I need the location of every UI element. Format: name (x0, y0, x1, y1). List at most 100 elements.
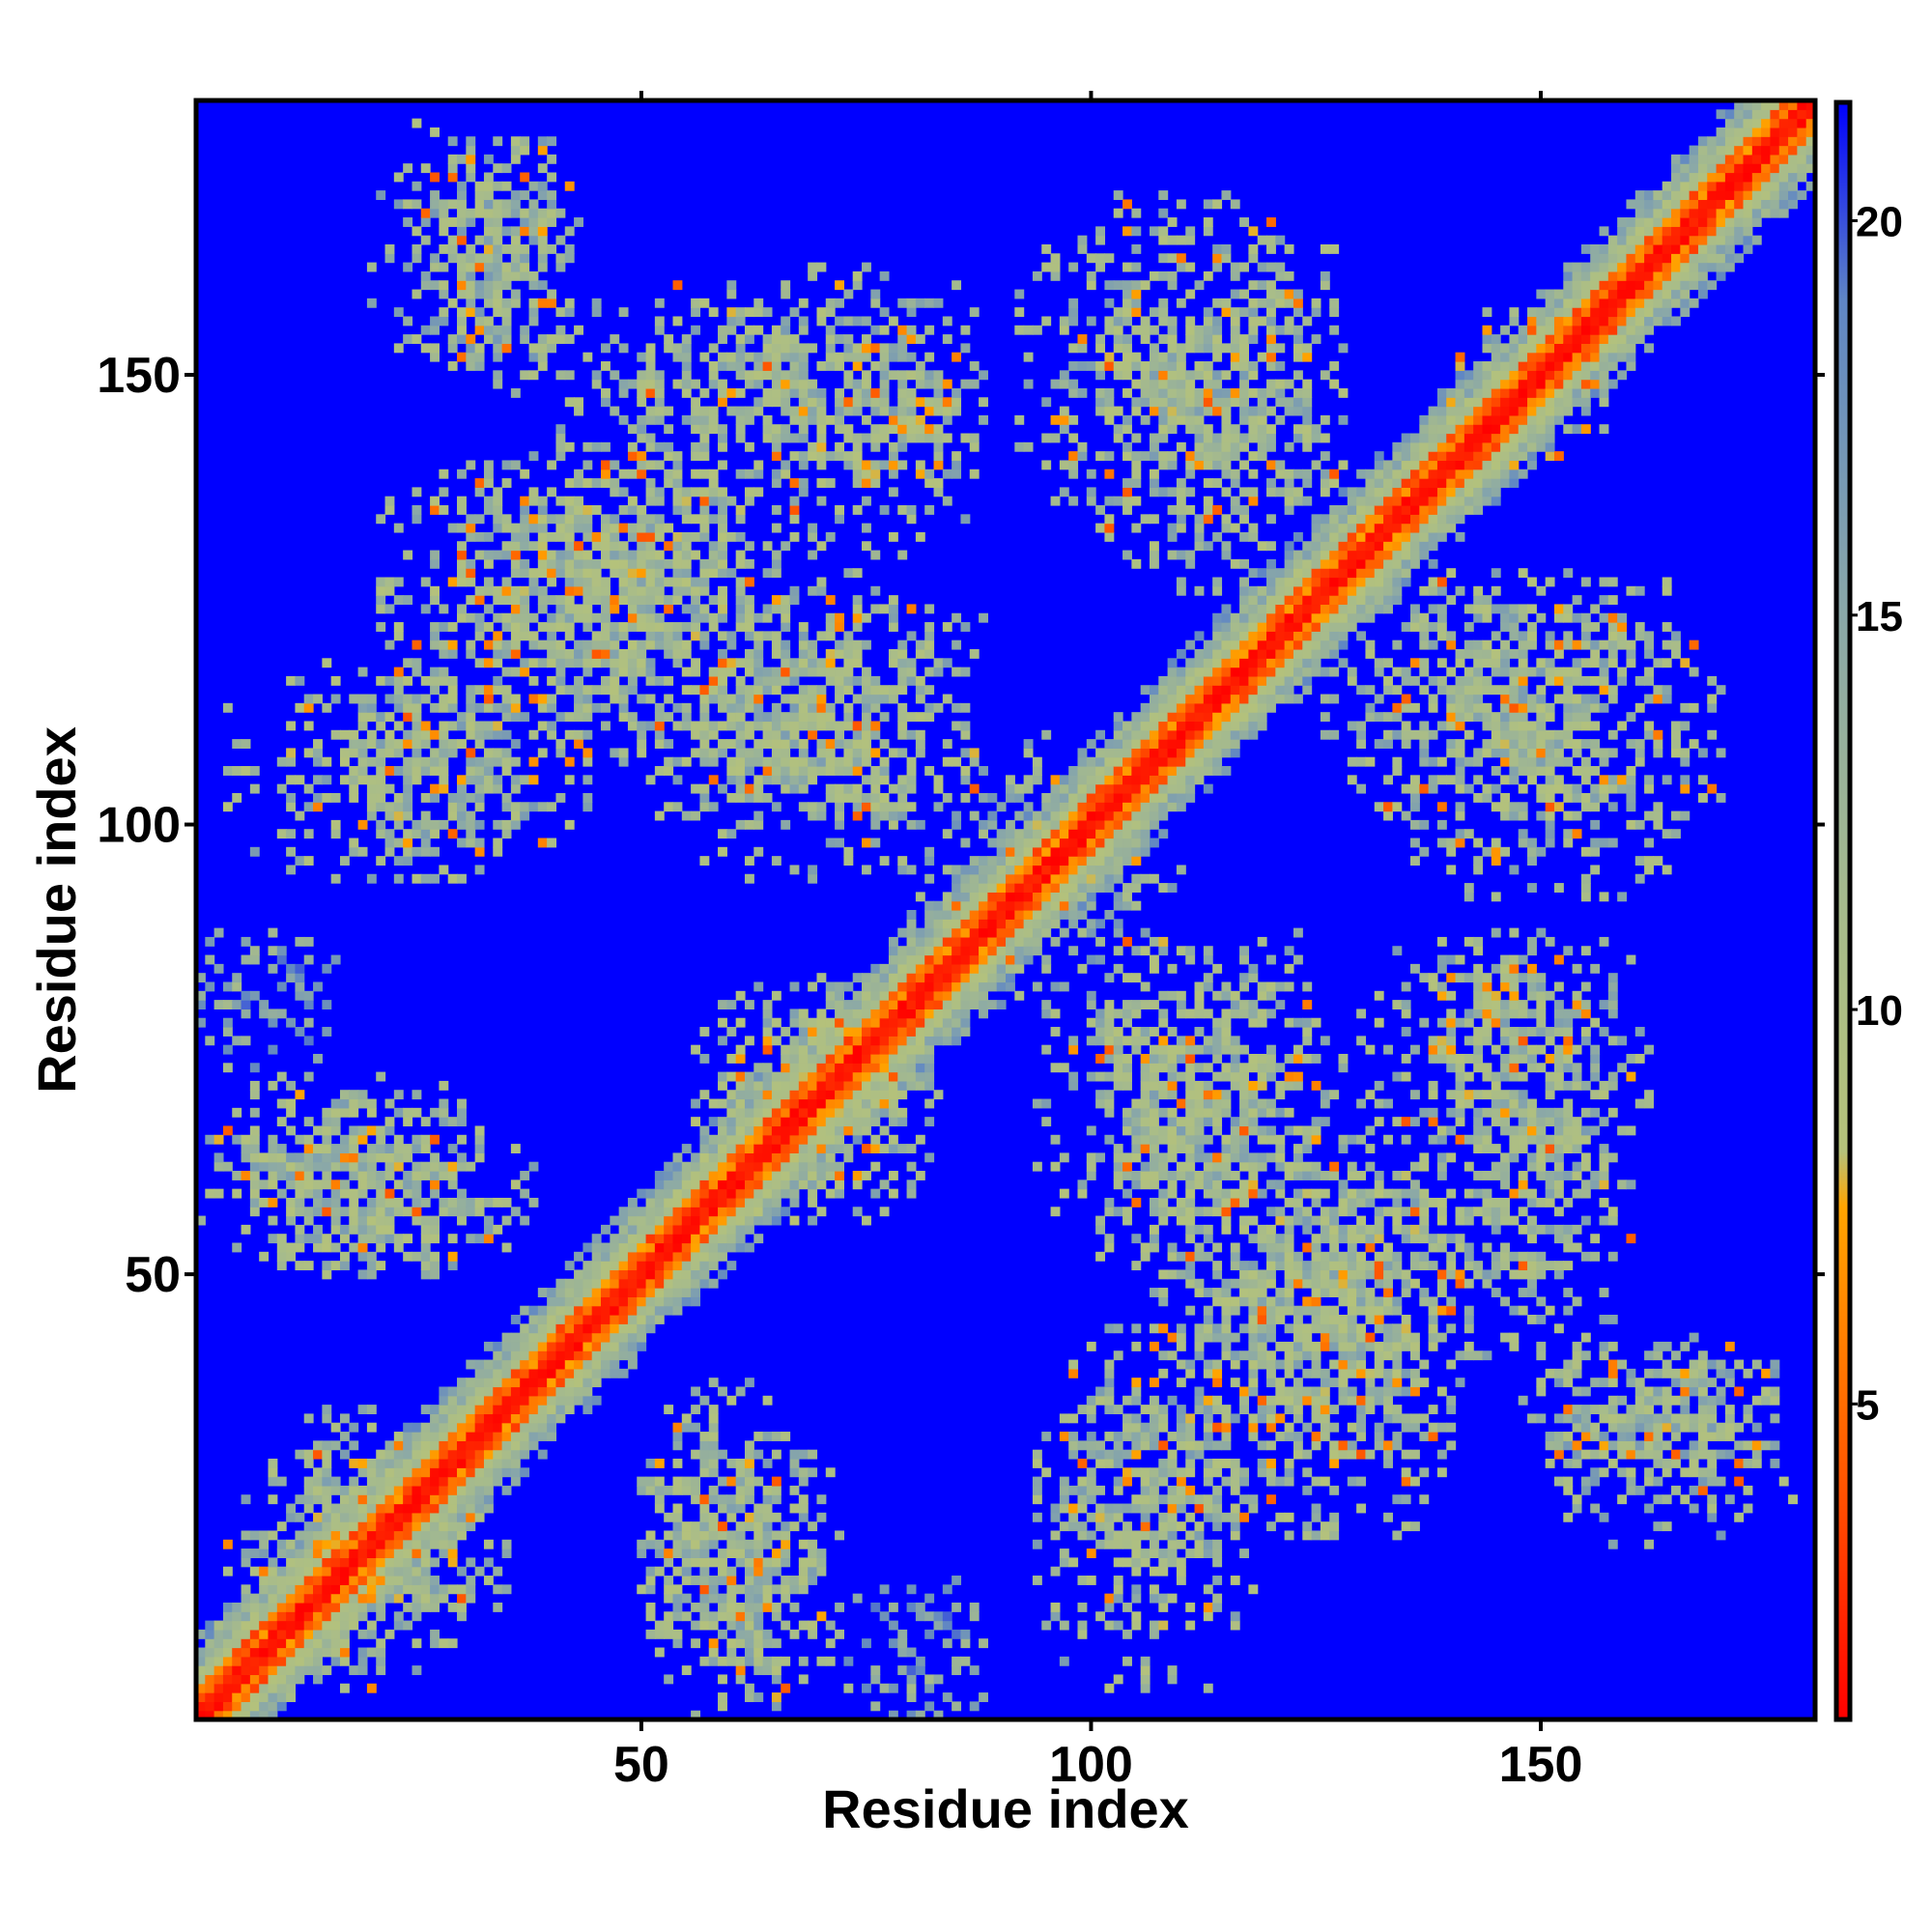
heatmap-cell (942, 469, 952, 479)
heatmap-cell (888, 685, 898, 696)
heatmap-cell (537, 361, 548, 371)
heatmap-cell (654, 568, 665, 579)
heatmap-cell (1023, 900, 1034, 911)
heatmap-cell (555, 1296, 566, 1307)
heatmap-cell (268, 1467, 278, 1478)
heatmap-cell (286, 792, 297, 803)
heatmap-cell (664, 577, 674, 587)
heatmap-cell (1050, 775, 1061, 785)
heatmap-cell (466, 595, 476, 606)
heatmap-cell (753, 1063, 764, 1073)
heatmap-cell (249, 1179, 260, 1190)
heatmap-cell (457, 1611, 467, 1622)
heatmap-cell (276, 1521, 287, 1532)
heatmap-cell (781, 387, 791, 398)
heatmap-cell (339, 1161, 350, 1172)
heatmap-cell (366, 262, 377, 272)
heatmap-cell (672, 1188, 683, 1199)
heatmap-cell (843, 981, 854, 992)
heatmap-cell (420, 1224, 431, 1235)
heatmap-cell (843, 334, 854, 344)
heatmap-cell (357, 712, 368, 723)
heatmap-cell (771, 595, 781, 606)
heatmap-cell (933, 1710, 944, 1720)
heatmap-cell (987, 963, 998, 974)
heatmap-cell (781, 424, 791, 435)
heatmap-cell (681, 667, 692, 677)
heatmap-cell (474, 792, 485, 803)
heatmap-cell (330, 1440, 341, 1451)
heatmap-cell (393, 1179, 404, 1190)
heatmap-cell (627, 721, 638, 731)
heatmap-cell (862, 1036, 871, 1046)
heatmap-cell (393, 1566, 404, 1577)
heatmap-cell (259, 1674, 270, 1685)
heatmap-cell (357, 1458, 368, 1468)
heatmap-cell (753, 1656, 764, 1666)
heatmap-cell (1014, 325, 1025, 335)
heatmap-cell (528, 226, 539, 237)
heatmap-cell (735, 531, 746, 542)
heatmap-cell (753, 352, 764, 362)
heatmap-cell (672, 1152, 683, 1163)
heatmap-cell (825, 748, 836, 758)
heatmap-cell (420, 729, 431, 740)
heatmap-cell (906, 1674, 917, 1685)
heatmap-cell (601, 1305, 611, 1316)
heatmap-cell (618, 469, 629, 479)
heatmap-cell (645, 441, 656, 452)
heatmap-cell (447, 1207, 458, 1217)
heatmap-cell (322, 1548, 332, 1558)
heatmap-cell (483, 1359, 494, 1370)
heatmap-cell (664, 1261, 674, 1271)
heatmap-cell (222, 1063, 233, 1073)
heatmap-cell (1006, 829, 1015, 839)
heatmap-cell (726, 1107, 737, 1118)
heatmap-cell (627, 1269, 638, 1280)
heatmap-cell (960, 936, 971, 947)
heatmap-cell (366, 1171, 377, 1180)
heatmap-cell (645, 550, 656, 560)
heatmap-cell (457, 1134, 467, 1145)
heatmap-cell (591, 648, 602, 659)
heatmap-cell (547, 1305, 557, 1316)
heatmap-cell (412, 243, 422, 254)
heatmap-cell (591, 298, 602, 308)
heatmap-cell (664, 1530, 674, 1541)
heatmap-cell (286, 1638, 297, 1649)
heatmap-cell (681, 1593, 692, 1604)
heatmap-cell (339, 1593, 350, 1604)
heatmap-cell (574, 739, 583, 749)
heatmap-cell (843, 370, 854, 381)
heatmap-cell (835, 639, 844, 650)
heatmap-cell (196, 1000, 206, 1010)
heatmap-cell (501, 1432, 512, 1441)
heatmap-cell (439, 1494, 449, 1505)
heatmap-cell (915, 531, 925, 542)
heatmap-cell (474, 352, 485, 362)
heatmap-cell (952, 990, 962, 1001)
heatmap-cell (222, 702, 233, 713)
heatmap-cell (969, 936, 980, 947)
heatmap-cell (708, 1152, 719, 1163)
heatmap-cell (744, 1611, 754, 1622)
heatmap-cell (222, 802, 233, 812)
heatmap-cell (466, 1440, 476, 1451)
heatmap-cell (915, 1656, 925, 1666)
heatmap-cell (744, 631, 754, 641)
heatmap-cell (412, 1521, 422, 1532)
heatmap-cell (744, 414, 754, 425)
heatmap-cell (781, 1557, 791, 1568)
heatmap-cell (1041, 910, 1052, 920)
heatmap-cell (870, 1071, 881, 1082)
heatmap-cell (241, 1152, 251, 1163)
heatmap-cell (664, 478, 674, 488)
heatmap-cell (537, 622, 548, 632)
heatmap-cell (474, 253, 485, 264)
heatmap-cell (457, 577, 467, 587)
heatmap-cell (906, 1665, 917, 1676)
heatmap-cell (313, 1584, 323, 1595)
heatmap-cell (501, 478, 512, 488)
heatmap-cell (906, 1017, 917, 1028)
heatmap-cell (249, 1197, 260, 1208)
